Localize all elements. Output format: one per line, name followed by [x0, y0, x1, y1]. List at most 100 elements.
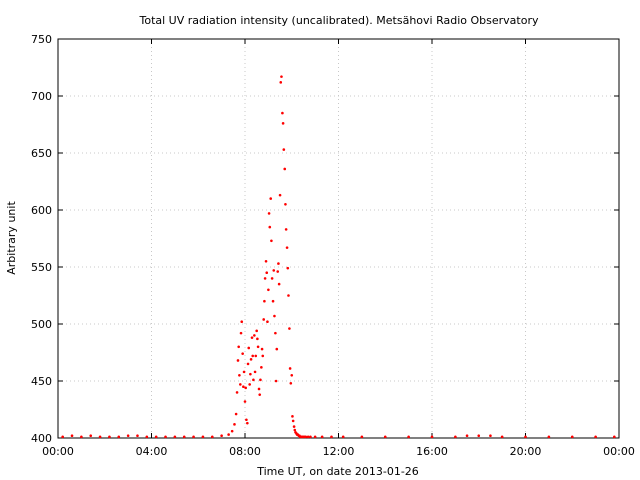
data-point — [291, 419, 295, 423]
data-point — [227, 433, 230, 436]
data-point — [235, 391, 239, 394]
data-point — [275, 347, 279, 351]
data-point — [594, 435, 597, 439]
data-point — [258, 393, 262, 396]
data-point — [245, 418, 248, 422]
data-point — [280, 75, 283, 78]
data-point — [145, 435, 149, 439]
data-point — [500, 435, 504, 439]
data-point — [282, 148, 286, 151]
x-tick-labels: 00:00 04:00 08:00 12:00 16:00 20:00 00:00 — [42, 445, 635, 458]
data-point — [289, 381, 293, 385]
data-point — [290, 374, 294, 377]
data-point — [98, 435, 102, 439]
data-point — [285, 246, 289, 249]
data-point — [240, 320, 244, 324]
data-point — [306, 435, 310, 439]
data-point — [284, 228, 288, 231]
data-point — [249, 372, 252, 376]
data-point — [182, 435, 186, 439]
data-point — [524, 435, 527, 439]
data-point — [239, 383, 242, 386]
data-point — [254, 354, 258, 358]
y-tick-label: 600 — [31, 204, 52, 217]
y-tick-label: 400 — [31, 432, 52, 445]
x-axis-label: Time UT, on date 2013-01-26 — [256, 465, 419, 478]
data-point — [286, 266, 290, 270]
x-tick-label: 04:00 — [136, 445, 168, 458]
data-point — [283, 167, 287, 171]
x-tick-label: 00:00 — [603, 445, 635, 458]
data-point — [237, 345, 240, 349]
data-point — [246, 362, 250, 366]
data-point — [268, 225, 272, 229]
y-tick-label: 550 — [31, 261, 52, 274]
data-point — [570, 435, 574, 439]
data-point — [234, 412, 238, 416]
data-point — [251, 354, 255, 358]
data-point — [288, 327, 291, 330]
data-point — [256, 337, 259, 341]
data-point — [274, 379, 278, 383]
data-point — [477, 434, 481, 438]
data-point — [264, 260, 268, 263]
data-point — [255, 329, 258, 333]
data-point — [277, 282, 281, 286]
data-point — [250, 336, 254, 339]
data-point — [279, 81, 283, 84]
data-point — [117, 435, 121, 439]
data-point — [242, 385, 245, 389]
data-point — [320, 435, 324, 439]
data-point — [253, 370, 257, 374]
data-point — [210, 435, 214, 439]
chart-title: Total UV radiation intensity (uncalibrat… — [139, 14, 539, 27]
data-point — [430, 435, 434, 439]
data-point — [281, 111, 284, 115]
data-point — [70, 434, 74, 438]
data-point — [154, 435, 158, 439]
grid — [58, 39, 619, 438]
x-tick-label: 16:00 — [416, 445, 448, 458]
data-point — [274, 331, 277, 335]
data-point — [239, 331, 243, 335]
data-point — [192, 435, 195, 439]
data-point — [164, 435, 167, 439]
data-point — [454, 435, 457, 439]
y-tick-label: 700 — [31, 90, 52, 103]
data-point — [249, 358, 253, 361]
x-tick-label: 08:00 — [229, 445, 261, 458]
plot-frame — [57, 38, 620, 439]
data-point — [341, 435, 345, 439]
data-point — [248, 383, 251, 386]
data-point — [288, 367, 292, 370]
data-point — [266, 320, 269, 324]
data-point — [287, 294, 290, 297]
data-point — [267, 288, 270, 292]
y-tick-label: 500 — [31, 318, 52, 331]
data-point — [281, 122, 285, 125]
data-point — [360, 435, 364, 439]
data-point — [108, 435, 111, 439]
data-point — [136, 434, 139, 438]
data-point — [260, 347, 264, 351]
ticks — [57, 38, 620, 439]
data-point — [238, 374, 241, 377]
data-point — [293, 428, 297, 432]
data-point — [489, 434, 492, 438]
data-point — [89, 434, 93, 438]
y-tick-labels: 400 450 500 550 600 650 700 750 — [31, 33, 52, 445]
y-axis-label: Arbitrary unit — [5, 201, 18, 275]
data-point — [243, 400, 247, 403]
data-point — [244, 386, 248, 390]
data-point — [173, 435, 177, 439]
data-point — [276, 270, 280, 273]
data-point — [267, 212, 271, 215]
data-point — [252, 378, 255, 382]
data-point — [277, 262, 280, 265]
y-tick-label: 750 — [31, 33, 52, 46]
data-point — [126, 434, 130, 438]
data-point — [242, 370, 246, 374]
data-point — [253, 334, 256, 337]
data-point — [270, 239, 273, 243]
